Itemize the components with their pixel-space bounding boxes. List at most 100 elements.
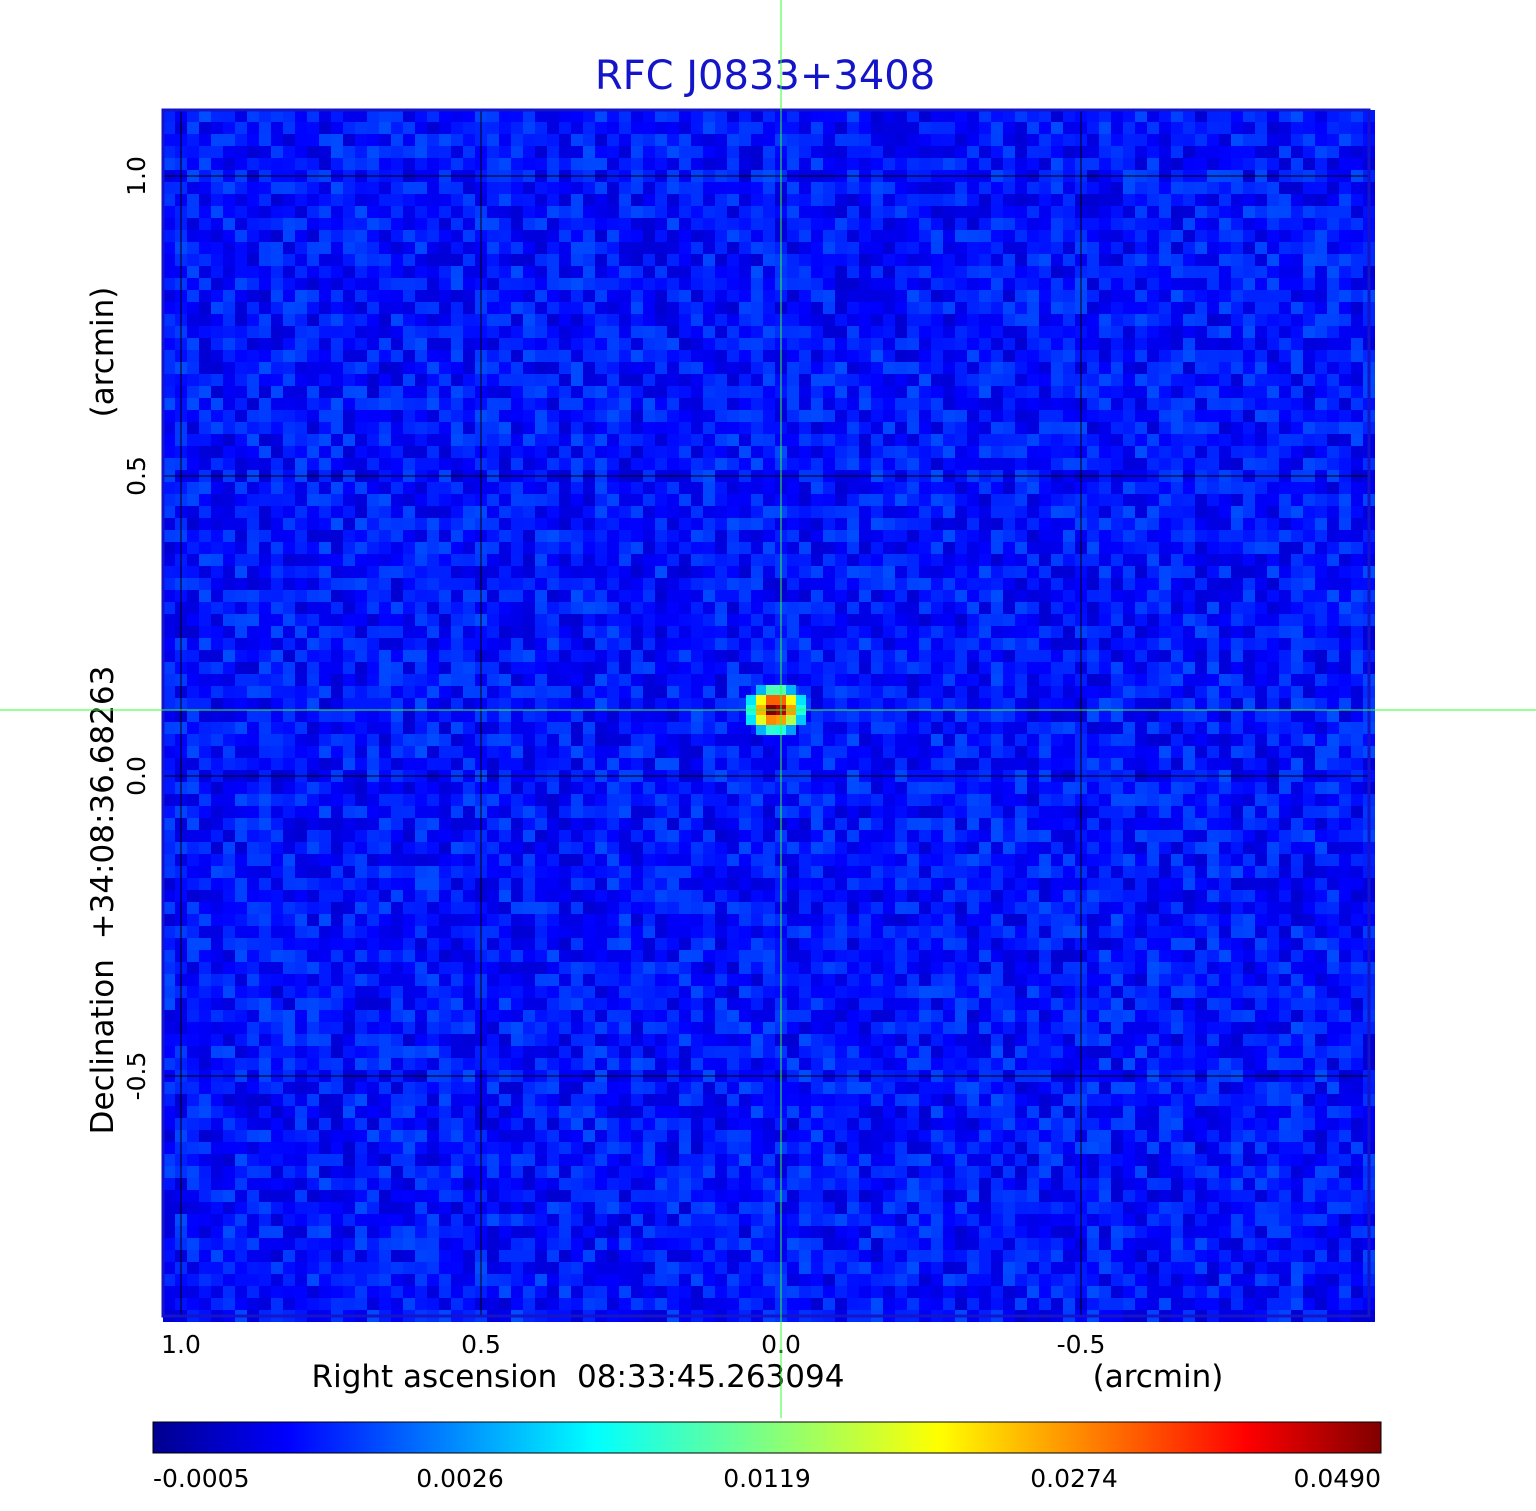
heatmap-cell — [1279, 278, 1291, 290]
heatmap-cell — [583, 218, 595, 230]
heatmap-cell — [343, 554, 355, 566]
heatmap-cell — [259, 194, 271, 206]
heatmap-cell — [895, 518, 907, 530]
heatmap-cell — [463, 674, 475, 686]
heatmap-cell — [631, 362, 643, 374]
heatmap-cell — [1291, 458, 1303, 470]
heatmap-cell — [703, 662, 715, 674]
heatmap-cell — [1063, 350, 1075, 362]
heatmap-cell — [451, 542, 463, 554]
heatmap-cell — [811, 602, 823, 614]
heatmap-cell — [439, 158, 451, 170]
heatmap-cell — [535, 386, 547, 398]
heatmap-cell — [1147, 122, 1159, 134]
heatmap-cell — [187, 350, 199, 362]
heatmap-cell — [235, 662, 247, 674]
heatmap-cell — [931, 206, 943, 218]
heatmap-cell — [1279, 614, 1291, 626]
heatmap-cell — [763, 254, 775, 266]
heatmap-cell — [859, 422, 871, 434]
heatmap-cell — [799, 146, 811, 158]
heatmap-cell — [415, 434, 427, 446]
heatmap-cell — [907, 446, 919, 458]
heatmap-cell — [1003, 122, 1015, 134]
heatmap-cell — [379, 494, 391, 506]
heatmap-cell — [1039, 158, 1051, 170]
heatmap-cell — [847, 290, 859, 302]
heatmap-cell — [163, 122, 175, 134]
heatmap-cell — [367, 158, 379, 170]
heatmap-cell — [1027, 410, 1039, 422]
heatmap-cell — [1015, 194, 1027, 206]
heatmap-cell — [1315, 122, 1327, 134]
heatmap-cell — [715, 650, 727, 662]
heatmap-cell — [955, 386, 967, 398]
heatmap-cell — [907, 278, 919, 290]
heatmap-cell — [295, 218, 307, 230]
heatmap-cell — [391, 338, 403, 350]
heatmap-cell — [319, 122, 331, 134]
heatmap-cell — [1339, 122, 1351, 134]
heatmap-cell — [367, 338, 379, 350]
heatmap-cell — [667, 518, 679, 530]
heatmap-cell — [1339, 218, 1351, 230]
heatmap-cell — [1195, 542, 1207, 554]
heatmap-cell — [163, 350, 175, 362]
heatmap-cell — [919, 566, 931, 578]
heatmap-cell — [643, 650, 655, 662]
heatmap-cell — [715, 362, 727, 374]
heatmap-cell — [283, 458, 295, 470]
heatmap-cell — [499, 266, 511, 278]
heatmap-cell — [823, 110, 835, 122]
heatmap-cell — [1351, 374, 1363, 386]
heatmap-cell — [919, 434, 931, 446]
heatmap-cell — [1315, 206, 1327, 218]
heatmap-cell — [271, 542, 283, 554]
heatmap-cell — [331, 350, 343, 362]
heatmap-cell — [451, 434, 463, 446]
heatmap-cell — [187, 194, 199, 206]
heatmap-cell — [331, 638, 343, 650]
heatmap-cell — [487, 578, 499, 590]
heatmap-cell — [295, 578, 307, 590]
heatmap-cell — [991, 158, 1003, 170]
heatmap-cell — [667, 326, 679, 338]
heatmap-cell — [451, 266, 463, 278]
heatmap-cell — [403, 554, 415, 566]
heatmap-cell — [703, 230, 715, 242]
heatmap-cell — [919, 482, 931, 494]
heatmap-cell — [1207, 194, 1219, 206]
heatmap-cell — [367, 290, 379, 302]
heatmap-cell — [643, 314, 655, 326]
heatmap-cell — [931, 566, 943, 578]
heatmap-cell — [727, 314, 739, 326]
heatmap-cell — [319, 134, 331, 146]
heatmap-cell — [1099, 446, 1111, 458]
heatmap-cell — [979, 650, 991, 662]
heatmap-cell — [871, 386, 883, 398]
heatmap-cell — [1147, 386, 1159, 398]
heatmap-cell — [1111, 422, 1123, 434]
heatmap-cell — [655, 566, 667, 578]
heatmap-cell — [751, 266, 763, 278]
heatmap-cell — [799, 158, 811, 170]
heatmap-cell — [811, 494, 823, 506]
heatmap-cell — [1315, 158, 1327, 170]
heatmap-cell — [715, 398, 727, 410]
heatmap-cell — [1219, 494, 1231, 506]
heatmap-cell — [1291, 254, 1303, 266]
heatmap-cell — [1003, 674, 1015, 686]
heatmap-cell — [751, 302, 763, 314]
heatmap-cell — [1063, 242, 1075, 254]
heatmap-cell — [823, 218, 835, 230]
heatmap-cell — [523, 482, 535, 494]
heatmap-cell — [835, 578, 847, 590]
heatmap-cell — [643, 242, 655, 254]
heatmap-cell — [283, 314, 295, 326]
heatmap-cell — [883, 110, 895, 122]
heatmap-cell — [463, 146, 475, 158]
heatmap-cell — [583, 482, 595, 494]
heatmap-cell — [379, 602, 391, 614]
heatmap-cell — [1231, 314, 1243, 326]
heatmap-cell — [223, 422, 235, 434]
